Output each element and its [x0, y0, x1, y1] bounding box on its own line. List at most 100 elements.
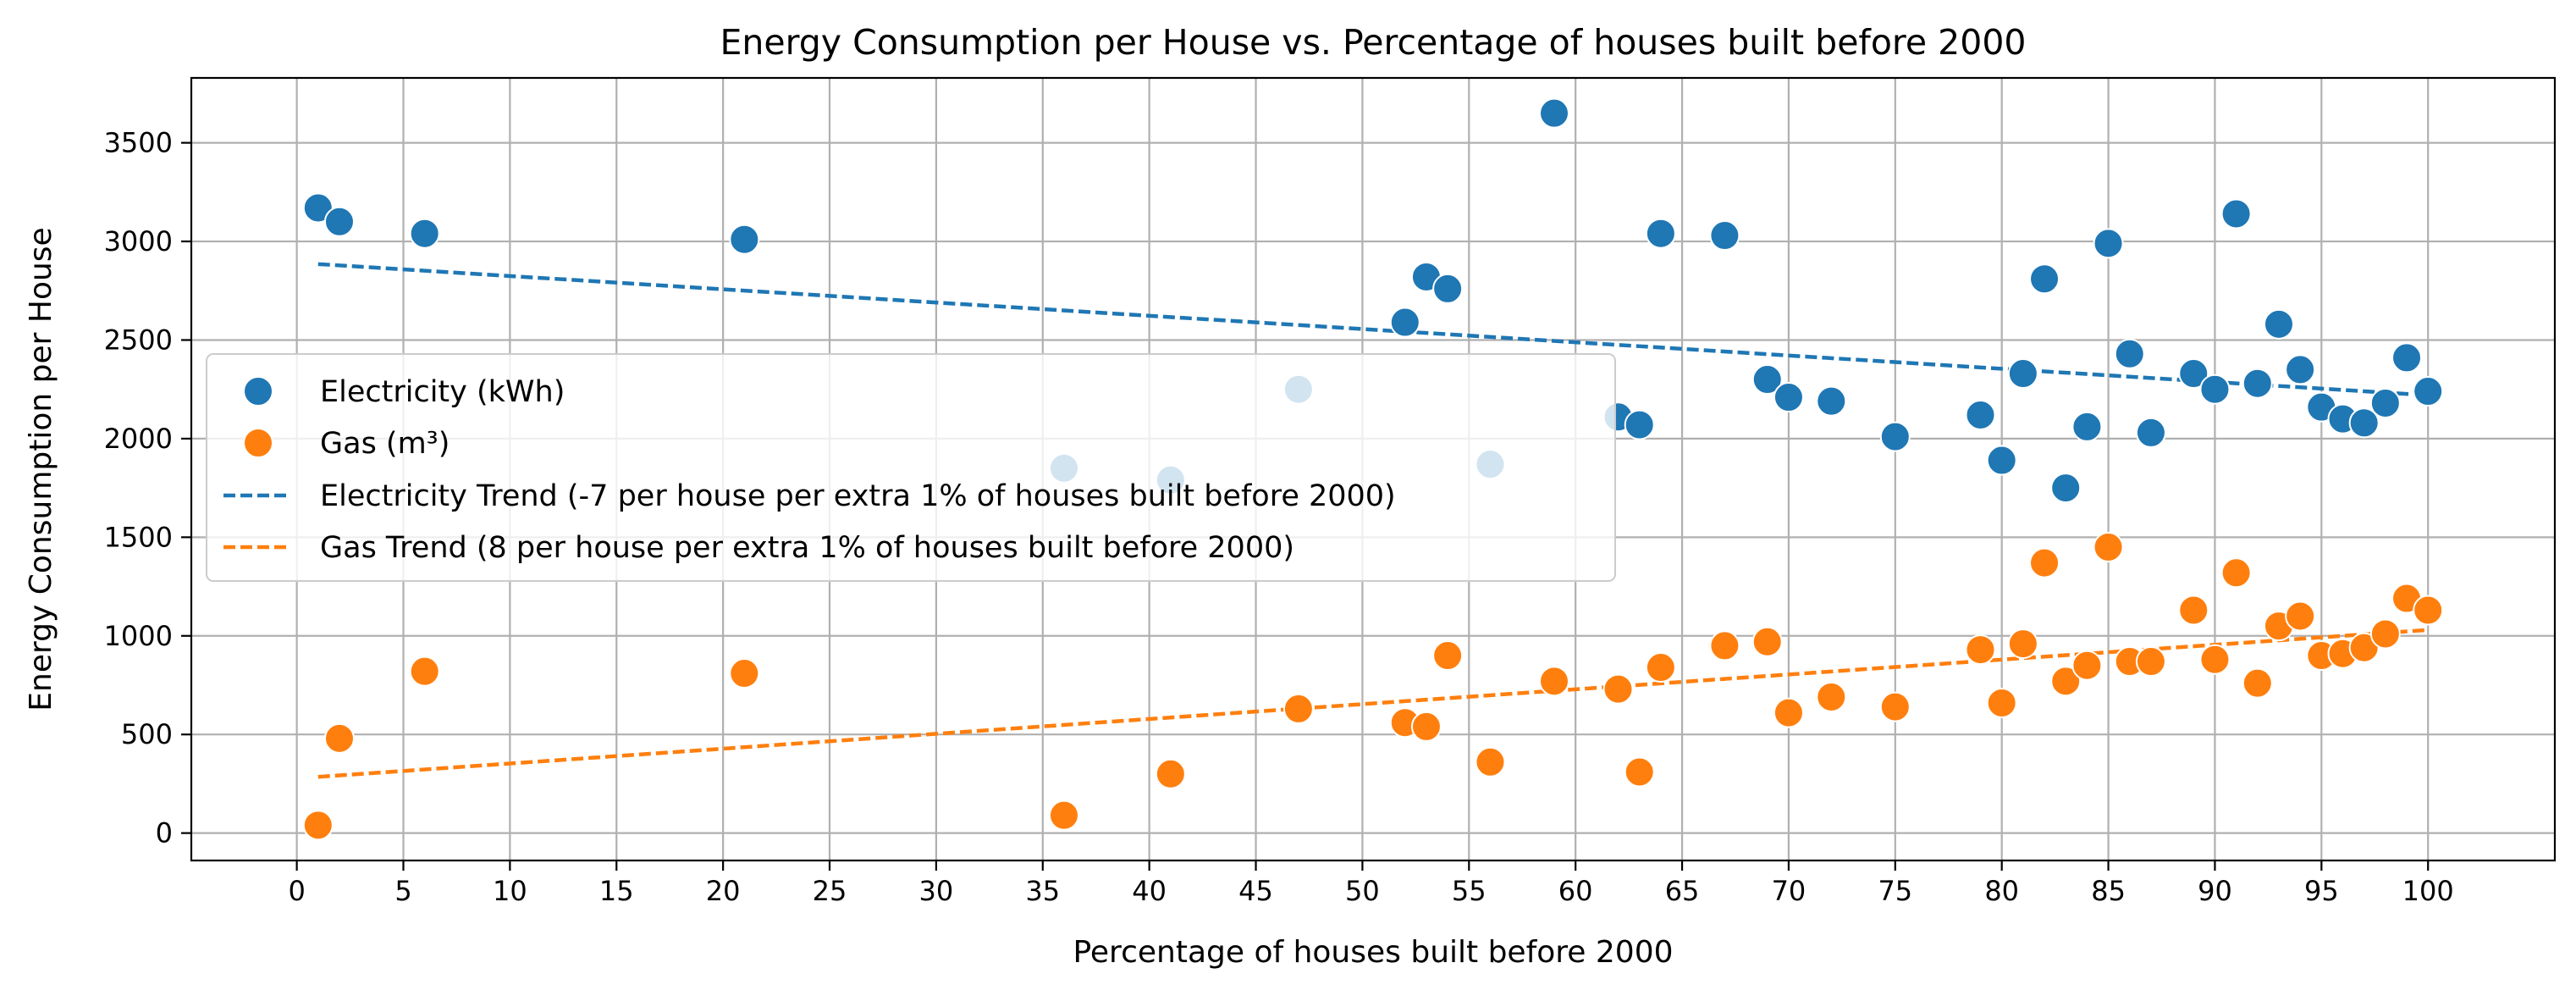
- x-tick-label: 50: [1345, 875, 1380, 907]
- y-tick-label: 2000: [104, 423, 173, 455]
- data-point-series-1: [1602, 673, 1634, 705]
- trend-line-series-3: [317, 628, 2429, 779]
- legend-label-electricity-trend: Electricity Trend (-7 per house per extr…: [320, 479, 1396, 513]
- x-tick-label: 10: [493, 875, 527, 907]
- legend-label-gas: Gas (m³): [320, 427, 450, 461]
- x-tick-label: 40: [1132, 875, 1167, 907]
- x-tick-label: 90: [2198, 875, 2232, 907]
- plot-frame: [190, 76, 2557, 862]
- data-point-series-1: [1986, 687, 2017, 718]
- legend-marker-electricity: [243, 376, 273, 407]
- x-tick-label: 25: [813, 875, 847, 907]
- data-point-series-0: [2178, 358, 2209, 390]
- data-point-series-1: [1538, 666, 1569, 697]
- data-points: [302, 97, 2444, 841]
- data-point-series-0: [1965, 399, 1996, 430]
- data-point-series-1: [2071, 650, 2103, 681]
- x-tick-label: 100: [2402, 875, 2454, 907]
- x-tick-label: 30: [919, 875, 954, 907]
- data-point-series-1: [2413, 595, 2444, 626]
- data-point-series-1: [2135, 646, 2166, 678]
- y-tick-label: 1500: [104, 521, 173, 553]
- data-point-series-0: [2348, 407, 2380, 439]
- data-point-series-1: [1879, 691, 1911, 722]
- data-point-series-1: [1645, 652, 1676, 683]
- data-point-series-0: [302, 192, 334, 224]
- y-tick-label: 1000: [104, 620, 173, 652]
- legend-marker-gas: [243, 428, 273, 458]
- x-tick-label: 5: [394, 875, 411, 907]
- data-point-series-0: [2071, 411, 2103, 442]
- x-tick-label: 20: [706, 875, 741, 907]
- data-point-series-0: [1986, 445, 2017, 476]
- data-point-series-0: [1879, 421, 1911, 452]
- data-point-series-0: [2050, 473, 2082, 504]
- x-tick-label: 45: [1238, 875, 1273, 907]
- data-point-series-0: [2242, 368, 2273, 399]
- data-point-series-0: [2391, 342, 2423, 374]
- data-point-series-1: [2007, 628, 2038, 660]
- y-tick-label: 0: [156, 817, 173, 849]
- trend-lines: [317, 262, 2429, 779]
- x-tick-label: 65: [1665, 875, 1700, 907]
- data-point-series-1: [729, 658, 760, 689]
- data-point-series-1: [323, 722, 355, 754]
- data-point-series-1: [2242, 667, 2273, 699]
- data-point-series-0: [1773, 382, 1804, 413]
- x-tick-label: 70: [1772, 875, 1807, 907]
- data-point-series-1: [1816, 681, 1847, 712]
- data-point-series-1: [1475, 746, 1506, 777]
- x-tick-label: 85: [2091, 875, 2126, 907]
- data-point-series-1: [302, 810, 334, 841]
- data-point-series-1: [2369, 618, 2401, 650]
- data-point-series-0: [2199, 374, 2231, 405]
- data-point-series-0: [2263, 308, 2294, 340]
- data-point-series-1: [2348, 632, 2380, 663]
- data-point-series-0: [1389, 307, 1420, 338]
- data-point-series-1: [1282, 693, 1314, 724]
- legend-label-electricity: Electricity (kWh): [320, 375, 565, 409]
- data-point-series-1: [1410, 711, 1442, 742]
- x-tick-label: 75: [1878, 875, 1912, 907]
- data-point-series-0: [1816, 385, 1847, 417]
- x-tick-label: 60: [1558, 875, 1593, 907]
- data-point-series-1: [1709, 630, 1740, 661]
- data-point-series-0: [2029, 263, 2060, 295]
- data-point-series-1: [2093, 531, 2124, 562]
- chart-title: Energy Consumption per House vs. Percent…: [720, 22, 2027, 63]
- data-point-series-0: [2135, 417, 2166, 448]
- data-point-series-1: [1048, 800, 1079, 831]
- x-tick-label: 0: [288, 875, 305, 907]
- y-tick-label: 2500: [104, 324, 173, 356]
- data-point-series-1: [1624, 756, 1655, 788]
- data-point-series-0: [1432, 273, 1464, 304]
- data-point-series-0: [323, 206, 355, 237]
- axis-ticks: 0 5 10 15 20 25 30 35 40 45 50 55 60 65 70 75 80 85 90 95 10…: [104, 127, 2454, 907]
- data-point-series-1: [2285, 600, 2316, 632]
- data-point-series-0: [2093, 228, 2124, 259]
- x-tick-label: 55: [1452, 875, 1487, 907]
- data-point-series-1: [1155, 758, 1186, 789]
- data-point-series-0: [2220, 198, 2252, 230]
- data-point-series-0: [1538, 97, 1569, 129]
- legend-box: [206, 353, 1616, 582]
- data-point-series-0: [1751, 364, 1783, 396]
- data-point-series-1: [2178, 595, 2209, 626]
- x-axis-label: Percentage of houses built before 2000: [1073, 935, 1673, 970]
- data-point-series-1: [2199, 644, 2231, 675]
- data-point-series-0: [2285, 354, 2316, 385]
- data-point-series-0: [409, 218, 440, 249]
- y-axis-label: Energy Consumption per House: [24, 227, 58, 711]
- data-point-series-1: [1773, 697, 1804, 728]
- trend-line-series-2: [317, 262, 2429, 397]
- data-point-series-1: [2050, 666, 2082, 697]
- x-tick-label: 15: [599, 875, 634, 907]
- data-point-series-0: [729, 224, 760, 255]
- data-point-series-0: [1709, 220, 1740, 252]
- data-point-series-1: [409, 656, 440, 687]
- data-point-series-0: [2007, 358, 2038, 390]
- y-tick-label: 3500: [104, 127, 173, 159]
- data-point-series-0: [1645, 218, 1676, 249]
- data-point-series-1: [1965, 634, 1996, 666]
